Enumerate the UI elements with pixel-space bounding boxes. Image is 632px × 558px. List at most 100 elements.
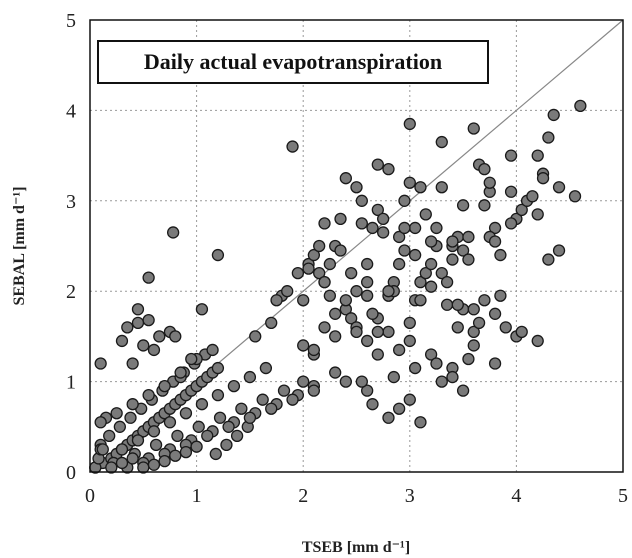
data-point xyxy=(171,429,184,442)
data-point xyxy=(243,370,257,384)
y-axis-label: SEBAL [mm d⁻¹] xyxy=(11,186,28,305)
data-point xyxy=(456,199,470,212)
y-tick-label: 4 xyxy=(66,100,76,122)
data-point xyxy=(536,172,550,185)
data-point xyxy=(318,217,331,230)
data-point xyxy=(281,285,294,298)
data-point xyxy=(313,266,326,280)
data-point xyxy=(462,352,475,366)
data-point xyxy=(126,398,139,411)
data-point xyxy=(355,217,368,230)
data-point xyxy=(137,339,150,352)
x-axis-label: TSEB [mm d⁻¹] xyxy=(302,539,410,556)
data-point xyxy=(163,416,177,429)
data-point xyxy=(478,199,491,212)
data-point xyxy=(392,230,406,244)
data-points xyxy=(89,99,587,474)
data-point xyxy=(124,411,137,424)
data-point xyxy=(398,221,411,235)
data-point xyxy=(131,434,145,447)
data-point xyxy=(366,221,379,235)
data-point xyxy=(113,420,126,433)
data-point xyxy=(414,416,427,429)
data-point xyxy=(270,294,283,307)
data-point xyxy=(456,244,470,257)
data-point xyxy=(430,221,443,235)
chart-title: Daily actual evapotranspiration xyxy=(144,49,442,74)
data-point xyxy=(110,407,123,420)
x-tick-label: 0 xyxy=(85,485,95,507)
data-point xyxy=(249,330,262,343)
data-point xyxy=(462,253,475,266)
x-tick-labels: 0 1 2 3 4 5 xyxy=(85,485,628,507)
data-point xyxy=(286,140,299,153)
data-point xyxy=(403,316,416,329)
data-point xyxy=(574,99,587,113)
data-point xyxy=(446,253,459,266)
data-point xyxy=(424,348,438,361)
data-point xyxy=(195,398,209,411)
data-point xyxy=(462,230,475,244)
data-point xyxy=(190,440,203,453)
data-point xyxy=(424,257,438,271)
data-point xyxy=(414,181,427,194)
data-point xyxy=(494,248,507,262)
data-point xyxy=(382,411,395,424)
data-point xyxy=(158,455,171,468)
data-point xyxy=(552,181,566,194)
data-point xyxy=(126,452,139,465)
y-tick-label: 1 xyxy=(66,372,76,394)
data-point xyxy=(456,384,470,397)
data-point xyxy=(158,379,171,393)
data-point xyxy=(147,343,161,357)
data-point xyxy=(256,393,269,406)
data-point xyxy=(297,294,310,307)
x-tick-label: 1 xyxy=(192,485,202,507)
data-point xyxy=(361,289,374,302)
data-point xyxy=(307,248,321,262)
data-point xyxy=(185,352,198,366)
data-point xyxy=(323,257,337,271)
data-point xyxy=(142,389,155,402)
data-point xyxy=(387,370,400,384)
data-point xyxy=(435,375,448,388)
data-point xyxy=(323,289,337,302)
data-point xyxy=(329,307,342,320)
data-point xyxy=(382,163,395,176)
data-point xyxy=(220,438,233,452)
data-point xyxy=(398,244,411,257)
x-tick-label: 5 xyxy=(618,485,628,507)
data-point xyxy=(195,303,209,316)
data-point xyxy=(403,393,416,406)
data-point xyxy=(467,303,480,316)
y-tick-label: 0 xyxy=(66,462,76,484)
data-point xyxy=(211,389,225,402)
data-point xyxy=(235,402,248,415)
data-point xyxy=(350,181,363,194)
data-point xyxy=(371,158,384,171)
data-point xyxy=(105,461,118,474)
y-tick-label: 3 xyxy=(66,191,76,213)
data-point xyxy=(531,149,544,162)
data-point xyxy=(467,325,480,339)
data-point xyxy=(403,176,416,189)
data-point xyxy=(478,294,491,307)
data-point xyxy=(446,370,459,384)
data-point xyxy=(192,420,205,433)
data-point xyxy=(94,416,107,429)
x-tick-label: 4 xyxy=(511,485,521,507)
data-point xyxy=(313,239,326,253)
data-point xyxy=(371,203,384,216)
data-point xyxy=(499,321,512,334)
data-point xyxy=(339,294,352,307)
data-point xyxy=(419,266,432,280)
data-point xyxy=(382,285,395,298)
data-point xyxy=(147,425,161,438)
data-point xyxy=(213,411,227,424)
data-point xyxy=(414,294,427,307)
data-point xyxy=(230,429,244,442)
data-point xyxy=(131,316,145,329)
data-point xyxy=(467,339,480,352)
data-point xyxy=(227,379,241,393)
data-point xyxy=(408,361,422,375)
